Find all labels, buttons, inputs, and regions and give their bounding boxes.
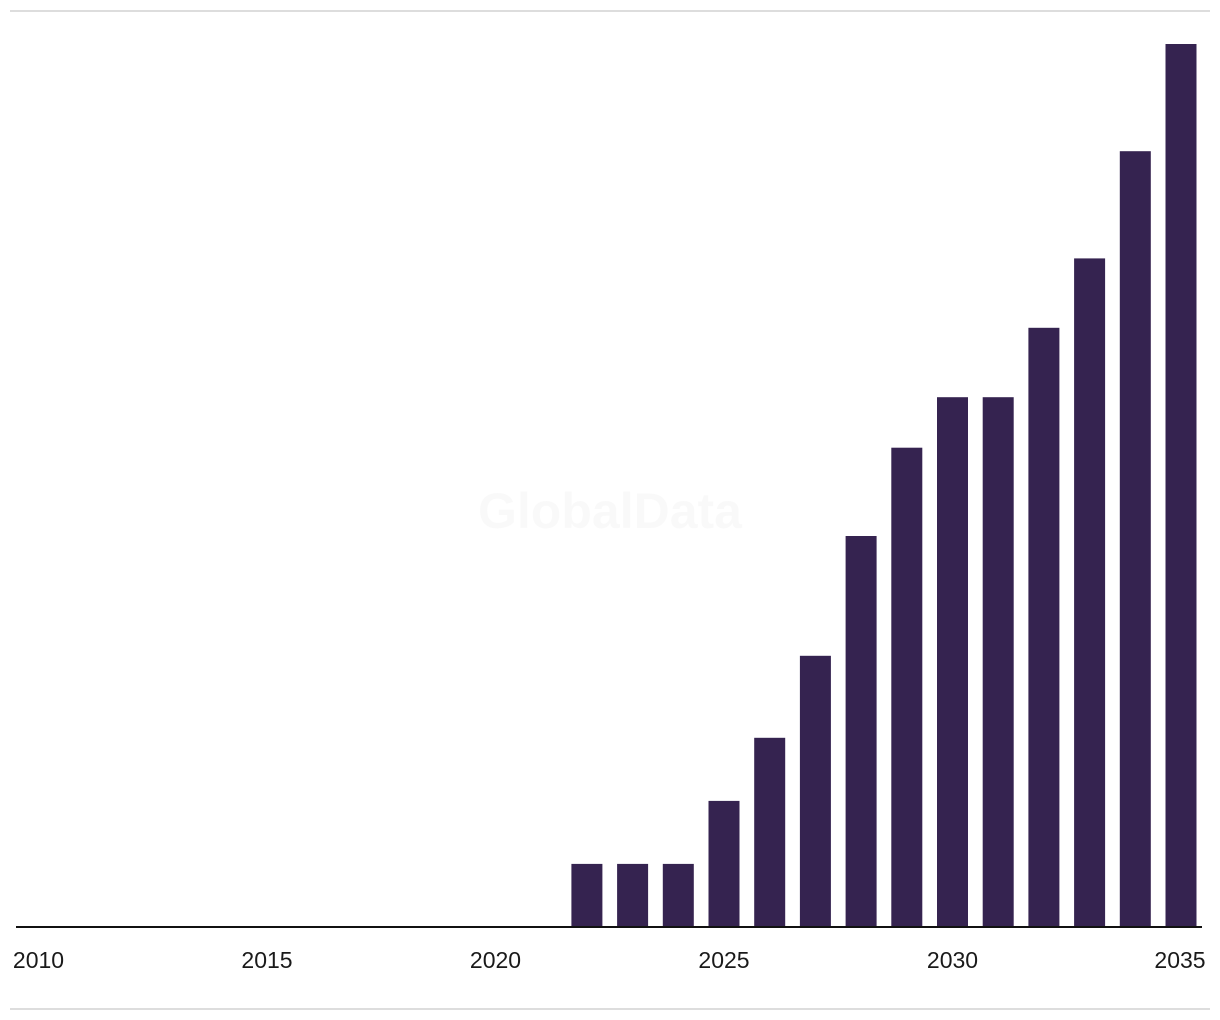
bar-2030 — [937, 397, 968, 927]
bar-2032 — [1028, 327, 1060, 927]
bar-2031 — [982, 397, 1014, 927]
bar-2029 — [891, 447, 923, 927]
x-tick-label-2035: 2035 — [1154, 947, 1205, 973]
bar-2026 — [754, 737, 786, 927]
x-tick-label-2015: 2015 — [241, 947, 292, 973]
bar-2023 — [617, 863, 649, 927]
bar-2035 — [1165, 44, 1197, 927]
bar-2027 — [799, 655, 831, 927]
x-tick-label-2030: 2030 — [927, 947, 978, 973]
x-axis-ticks: 2010 2015 2020 2025 2030 2035 — [13, 947, 1206, 973]
bar-2034 — [1119, 151, 1151, 927]
bar-series — [571, 44, 1197, 927]
bar-2028 — [845, 536, 877, 927]
x-tick-label-2010: 2010 — [13, 947, 64, 973]
bar-2025 — [708, 800, 740, 927]
bar-2022 — [571, 863, 603, 927]
watermark-text: GlobalData — [478, 483, 743, 539]
bar-2033 — [1074, 258, 1106, 927]
x-tick-label-2020: 2020 — [470, 947, 521, 973]
bar-2024 — [662, 863, 694, 927]
x-tick-label-2025: 2025 — [698, 947, 749, 973]
